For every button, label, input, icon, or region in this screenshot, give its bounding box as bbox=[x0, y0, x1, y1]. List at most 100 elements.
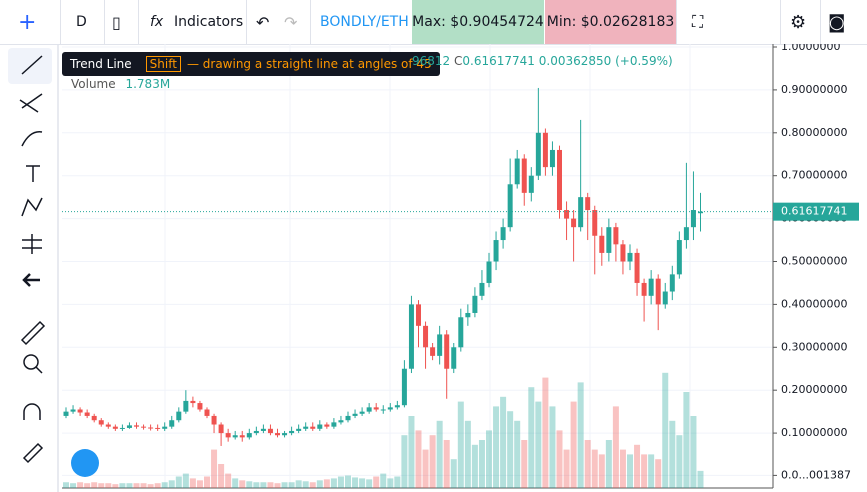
candle-body bbox=[331, 422, 337, 427]
text-tool[interactable] bbox=[26, 165, 40, 182]
volume-bar bbox=[619, 449, 626, 488]
candle-body bbox=[648, 278, 654, 296]
candle-body bbox=[662, 291, 668, 305]
volume-bar bbox=[84, 483, 91, 488]
candle-body bbox=[275, 433, 280, 436]
candle-body bbox=[77, 409, 83, 413]
candle-body bbox=[486, 261, 492, 283]
volume-bar bbox=[457, 401, 464, 488]
ohlc-legend: 96812 C0.61617741 0.00362850 (+0.59%) bbox=[412, 54, 673, 68]
candle-body bbox=[549, 149, 555, 168]
interval[interactable]: D bbox=[76, 14, 87, 30]
candle-body bbox=[430, 347, 436, 356]
volume-bar bbox=[98, 483, 105, 488]
volume-bar bbox=[63, 482, 69, 488]
candle-body bbox=[148, 427, 154, 429]
magnet-tool[interactable] bbox=[23, 403, 41, 420]
candle-body bbox=[542, 132, 548, 168]
candle-body bbox=[571, 218, 577, 228]
volume-bar bbox=[133, 483, 140, 488]
volume-bar bbox=[676, 435, 683, 488]
candle-body bbox=[260, 428, 266, 431]
volume-title: Volume bbox=[71, 77, 116, 91]
redo[interactable]: ↷ bbox=[284, 12, 298, 32]
undo[interactable]: ↶ bbox=[256, 12, 270, 32]
candle-body bbox=[465, 312, 471, 318]
candle-body bbox=[669, 274, 675, 292]
candle-body bbox=[183, 400, 189, 412]
candle-body bbox=[557, 149, 562, 211]
volume-bar bbox=[605, 440, 612, 488]
volume-bar bbox=[493, 406, 500, 488]
volume-bar bbox=[70, 483, 77, 488]
candle-body bbox=[627, 252, 633, 262]
y-tick-label: 0.90000000 bbox=[781, 83, 847, 96]
volume-bar bbox=[366, 479, 373, 488]
candle-body bbox=[345, 415, 351, 421]
volume-bar bbox=[394, 476, 401, 488]
volume-bar bbox=[401, 435, 408, 488]
candle-body bbox=[401, 368, 407, 406]
pattern-tool[interactable] bbox=[21, 197, 43, 217]
candle-body bbox=[458, 317, 464, 348]
volume-bar bbox=[267, 482, 274, 488]
change-pct: (+0.59%) bbox=[615, 54, 673, 68]
volume-bar bbox=[471, 444, 478, 488]
candle-body bbox=[338, 420, 344, 423]
candle-body bbox=[528, 175, 534, 193]
left-toolbar bbox=[8, 44, 59, 492]
candle-body bbox=[380, 409, 386, 411]
ohlc-fragment: 96812 bbox=[412, 54, 451, 68]
candle-body bbox=[70, 409, 76, 412]
volume-bar bbox=[450, 459, 457, 488]
ruler-tool[interactable] bbox=[20, 320, 46, 346]
candle-body bbox=[676, 240, 682, 275]
candle-body bbox=[169, 420, 175, 427]
y-tick-label: 0.80000000 bbox=[781, 126, 847, 139]
volume-bar bbox=[196, 480, 203, 488]
candle-body bbox=[232, 435, 238, 438]
candle-body bbox=[134, 425, 139, 427]
volume-bar bbox=[521, 440, 528, 488]
candle-body bbox=[683, 227, 689, 241]
lock-tool[interactable] bbox=[22, 442, 44, 464]
volume-bar bbox=[641, 454, 648, 488]
candle-body bbox=[472, 295, 478, 313]
volume-bar bbox=[556, 430, 563, 488]
y-tick-label: 0.10000000 bbox=[781, 426, 847, 439]
volume-bar bbox=[669, 420, 676, 488]
y-tick-label: 1.0000000 bbox=[781, 44, 841, 53]
fib-tool[interactable] bbox=[21, 93, 43, 109]
candle-body bbox=[606, 227, 612, 253]
chart-type-icon[interactable]: ▯ bbox=[112, 12, 121, 32]
candle-body bbox=[289, 430, 295, 434]
symbol[interactable]: BONDLY/ETH bbox=[320, 14, 409, 30]
volume-bar bbox=[478, 440, 485, 488]
volume-bar bbox=[535, 401, 542, 488]
candle-body bbox=[98, 420, 104, 425]
volume-bar bbox=[697, 470, 704, 488]
crosshair-icon[interactable]: + bbox=[18, 9, 37, 35]
volume-bar bbox=[486, 430, 492, 488]
volume-bar bbox=[429, 435, 436, 488]
y-tick-label: 0.50000000 bbox=[781, 254, 847, 267]
back-tool[interactable] bbox=[22, 273, 40, 287]
settings[interactable]: ⚙ bbox=[790, 11, 807, 33]
fullscreen[interactable]: ⛶ bbox=[692, 12, 704, 31]
trend-line-tool[interactable] bbox=[21, 55, 43, 75]
volume-bar bbox=[415, 430, 422, 488]
candle-body bbox=[641, 282, 647, 296]
candle-body bbox=[437, 334, 443, 356]
volume-bar bbox=[295, 480, 302, 488]
candle-body bbox=[655, 278, 661, 305]
volume-bar bbox=[584, 440, 591, 488]
screenshot[interactable]: ◙ bbox=[828, 11, 846, 33]
volume-bar bbox=[464, 420, 471, 488]
zoom-tool[interactable] bbox=[23, 354, 39, 370]
candle-body bbox=[507, 184, 513, 228]
brush-tool[interactable] bbox=[21, 131, 43, 147]
indicators[interactable]: Indicators bbox=[174, 14, 244, 30]
volume-bar bbox=[77, 482, 84, 488]
measure-tool[interactable] bbox=[22, 234, 42, 254]
